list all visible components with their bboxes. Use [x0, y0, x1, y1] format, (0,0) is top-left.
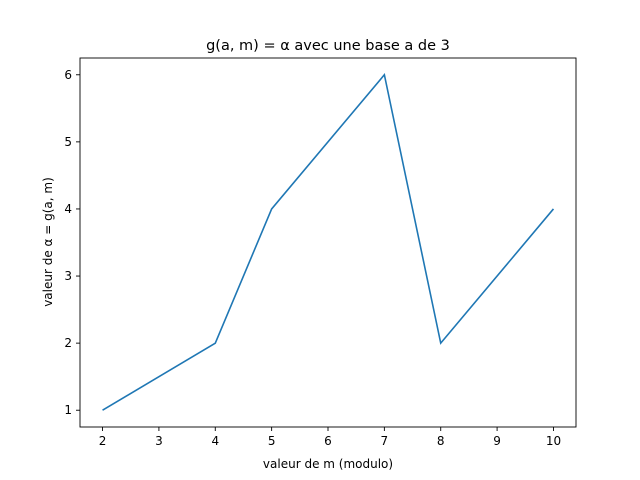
- chart-title: g(a, m) = α avec une base a de 3: [206, 38, 450, 54]
- y-tick-label: 2: [64, 336, 72, 350]
- y-tick-label: 6: [64, 68, 72, 82]
- x-tick-label: 10: [546, 434, 561, 448]
- x-tick-label: 7: [381, 434, 389, 448]
- y-tick-label: 3: [64, 269, 72, 283]
- x-tick-label: 5: [268, 434, 276, 448]
- x-axis-label: valeur de m (modulo): [263, 457, 393, 471]
- series-group: [102, 72, 555, 411]
- y-tick-label: 4: [64, 202, 72, 216]
- series-line: [102, 72, 555, 411]
- y-axis: 1 2 3 4 5 6: [64, 68, 80, 417]
- plot-area: [79, 57, 577, 428]
- x-tick-label: 6: [324, 434, 332, 448]
- x-tick-label: 3: [155, 434, 163, 448]
- y-tick-label: 5: [64, 135, 72, 149]
- y-axis-label: valeur de α = g(a, m): [41, 177, 55, 307]
- x-tick-label: 9: [493, 434, 501, 448]
- x-tick-label: 4: [211, 434, 219, 448]
- x-axis: 2 3 4 5 6 7 8 9 10: [99, 427, 561, 448]
- y-tick-label: 1: [64, 403, 72, 417]
- x-tick-label: 2: [99, 434, 107, 448]
- x-tick-label: 8: [437, 434, 445, 448]
